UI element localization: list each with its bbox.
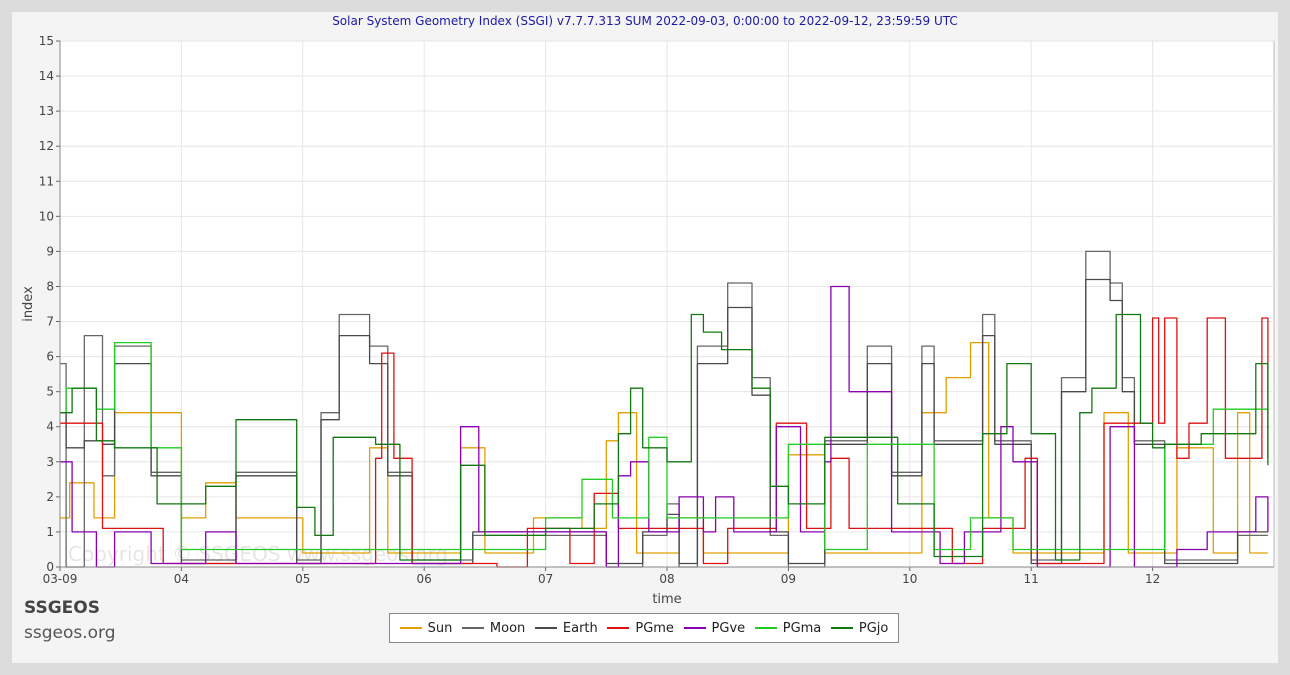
legend-swatch: [399, 627, 422, 629]
y-tick-label: 11: [39, 174, 54, 188]
x-tick-label: 06: [417, 572, 432, 586]
y-tick-label: 2: [46, 490, 54, 504]
legend-swatch: [830, 627, 853, 629]
series-line-moon: [60, 250, 1268, 568]
y-tick-label: 9: [46, 244, 54, 258]
x-tick-label: 04: [174, 572, 189, 586]
x-tick-label: 08: [659, 572, 674, 586]
x-tick-label: 12: [1145, 572, 1160, 586]
x-axis-label: time: [652, 592, 681, 607]
legend-label: Sun: [427, 620, 453, 636]
chart-legend: Sun Moon Earth PGme PGve PGma PGjo: [389, 613, 899, 643]
legend-label: PGme: [635, 620, 674, 636]
x-tick-label: 11: [1024, 572, 1039, 586]
legend-item-pgjo: PGjo: [830, 620, 889, 636]
legend-swatch: [607, 627, 630, 629]
chart-svg: Solar System Geometry Index (SSGI) v7.7.…: [21, 14, 1275, 607]
x-tick-label: 10: [902, 572, 917, 586]
watermark: Copyright © SSGEOS www.ssgeos.org: [68, 542, 448, 566]
brand-name: SSGEOS: [24, 598, 100, 618]
legend-label: PGve: [711, 620, 746, 636]
y-tick-label: 10: [39, 209, 54, 223]
y-tick-label: 6: [46, 350, 54, 364]
y-tick-label: 1: [46, 525, 54, 539]
legend-item-pgve: PGve: [683, 620, 746, 636]
legend-swatch: [683, 627, 706, 629]
legend-label: Earth: [562, 620, 598, 636]
y-tick-label: 13: [39, 104, 54, 118]
y-tick-label: 8: [46, 279, 54, 293]
chart-frame: Solar System Geometry Index (SSGI) v7.7.…: [12, 12, 1278, 663]
series-line-pgme: [60, 317, 1269, 568]
x-tick-label: 03-09: [43, 572, 78, 586]
x-tick-label: 07: [538, 572, 553, 586]
legend-swatch: [754, 627, 777, 629]
legend-item-earth: Earth: [534, 620, 598, 636]
legend-item-moon: Moon: [461, 620, 526, 636]
legend-swatch: [534, 627, 557, 629]
legend-item-pgma: PGma: [754, 620, 822, 636]
y-tick-label: 15: [39, 34, 54, 48]
y-tick-label: 4: [46, 420, 54, 434]
brand-url: ssgeos.org: [24, 623, 116, 643]
legend-label: Moon: [489, 620, 526, 636]
y-tick-label: 5: [46, 385, 54, 399]
y-axis-label: index: [21, 286, 36, 322]
legend-label: PGma: [782, 620, 822, 636]
series-line-sun: [60, 341, 1268, 554]
y-tick-label: 3: [46, 455, 54, 469]
legend-swatch: [461, 627, 484, 629]
chart-title: Solar System Geometry Index (SSGI) v7.7.…: [332, 14, 958, 28]
legend-label: PGjo: [858, 620, 889, 636]
x-tick-label: 05: [295, 572, 310, 586]
series-line-pgjo: [60, 313, 1269, 561]
legend-item-pgme: PGme: [607, 621, 674, 636]
y-tick-label: 7: [46, 315, 54, 329]
series-lines: [60, 250, 1269, 568]
y-tick-label: 12: [39, 139, 54, 153]
legend-item-sun: Sun: [399, 620, 453, 636]
x-tick-label: 09: [781, 572, 796, 586]
y-tick-label: 0: [46, 560, 54, 574]
series-line-pgma: [60, 341, 1268, 551]
y-tick-label: 14: [39, 69, 54, 83]
